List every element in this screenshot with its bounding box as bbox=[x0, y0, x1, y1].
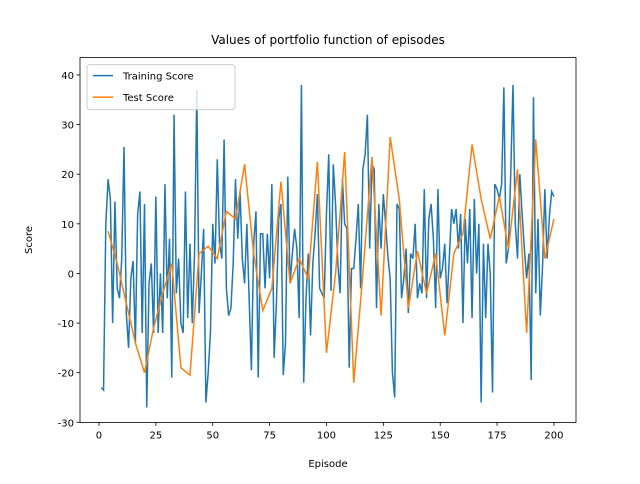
x-axis-label: Episode bbox=[308, 459, 347, 470]
y-axis-label: Score bbox=[24, 226, 35, 254]
x-tick-label: 50 bbox=[206, 430, 219, 441]
x-tick-label: 100 bbox=[317, 430, 336, 441]
legend-label: Training Score bbox=[122, 72, 194, 83]
x-tick-label: 125 bbox=[374, 430, 393, 441]
y-tick-label: -10 bbox=[58, 319, 74, 330]
x-tick-label: 200 bbox=[544, 430, 563, 441]
y-tick-label: 0 bbox=[68, 269, 74, 280]
x-tick-label: 75 bbox=[263, 430, 276, 441]
y-tick-label: 30 bbox=[61, 121, 74, 132]
y-tick-label: -30 bbox=[58, 418, 74, 429]
x-tick-label: 150 bbox=[431, 430, 450, 441]
x-tick-label: 0 bbox=[96, 430, 102, 441]
series-line bbox=[100, 84, 555, 408]
chart-title: Values of portfolio function of episodes bbox=[211, 33, 445, 47]
x-tick-label: 25 bbox=[149, 430, 162, 441]
legend-box bbox=[86, 64, 236, 111]
y-tick-label: 10 bbox=[61, 220, 74, 231]
legend-label: Test Score bbox=[122, 93, 174, 104]
y-tick-label: 20 bbox=[61, 170, 74, 181]
series-line bbox=[107, 136, 555, 383]
axes-frame bbox=[79, 57, 577, 423]
x-tick-label: 175 bbox=[488, 430, 507, 441]
y-tick-label: -20 bbox=[58, 369, 74, 380]
y-tick-label: 40 bbox=[61, 71, 74, 82]
